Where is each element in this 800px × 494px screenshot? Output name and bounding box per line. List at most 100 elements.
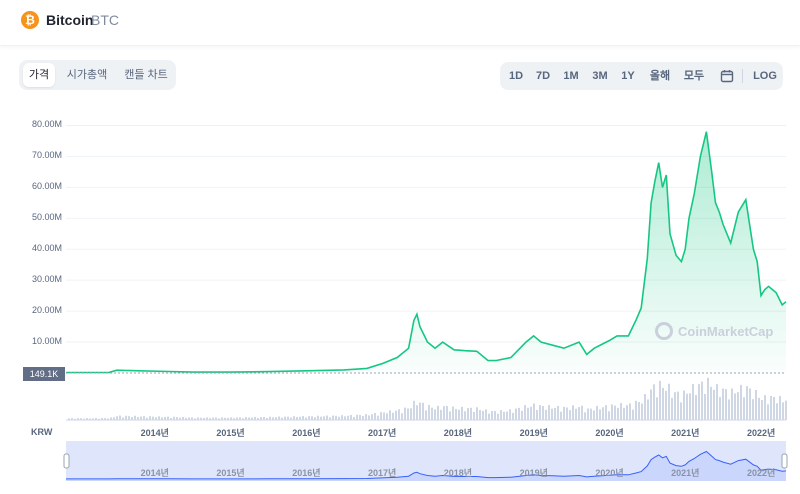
volume-bar xyxy=(440,409,442,420)
volume-bar xyxy=(377,415,379,420)
volume-bar xyxy=(158,416,160,420)
volume-bar xyxy=(419,402,421,420)
volume-bar xyxy=(338,416,340,420)
volume-bar xyxy=(311,416,313,420)
volume-bar xyxy=(344,416,346,420)
volume-bar xyxy=(92,418,94,420)
volume-bar xyxy=(437,405,439,420)
x-tick-label: 2022년 xyxy=(747,427,775,438)
volume-bar xyxy=(80,418,82,420)
volume-bar xyxy=(626,405,628,420)
range-7d-button[interactable]: 7D xyxy=(535,70,551,82)
range-1d-button[interactable]: 1D xyxy=(508,70,524,82)
volume-bar xyxy=(569,410,571,420)
range-3m-button[interactable]: 3M xyxy=(592,70,608,82)
tab-candle-chart[interactable]: 캔들 차트 xyxy=(124,69,168,81)
price-area xyxy=(66,131,786,373)
volume-bar xyxy=(146,417,148,420)
volume-bar xyxy=(620,403,622,420)
volume-bar xyxy=(113,417,115,420)
x-tick-label: 2017년 xyxy=(368,427,396,438)
volume-bar xyxy=(308,416,310,420)
volume-bar xyxy=(212,417,214,420)
volume-bar xyxy=(671,397,673,420)
volume-bar xyxy=(83,418,85,420)
x-tick-label: 2020년 xyxy=(595,427,623,438)
volume-bar xyxy=(239,417,241,420)
volume-bar xyxy=(656,397,658,420)
log-scale-button[interactable]: LOG xyxy=(753,70,777,82)
volume-bar xyxy=(767,404,769,420)
volume-bar xyxy=(512,412,514,420)
volume-bar xyxy=(395,410,397,420)
volume-bar xyxy=(143,416,145,420)
volume-bar xyxy=(299,416,301,420)
volume-bar xyxy=(545,409,547,420)
price-line xyxy=(66,131,787,374)
volume-bar xyxy=(317,415,319,420)
volume-bar xyxy=(524,405,526,420)
volume-bar xyxy=(125,415,127,420)
volume-bar xyxy=(755,389,757,420)
watermark: CoinMarketCap xyxy=(678,324,774,339)
volume-bar xyxy=(533,403,535,420)
volume-bar xyxy=(731,388,733,420)
volume-bar xyxy=(578,407,580,420)
volume-bar xyxy=(242,418,244,420)
volume-bar xyxy=(689,393,691,420)
volume-bar xyxy=(107,418,109,420)
volume-bar xyxy=(644,394,646,420)
volume-bar xyxy=(251,417,253,420)
volume-bar xyxy=(101,418,103,420)
volume-bar xyxy=(488,413,490,420)
volume-bar xyxy=(632,409,634,420)
volume-bar xyxy=(662,387,664,420)
volume-bar xyxy=(740,384,742,420)
navigator-tick-label: 2016년 xyxy=(292,467,320,478)
volume-bar xyxy=(575,408,577,420)
volume-bar xyxy=(467,408,469,420)
volume-bar xyxy=(227,417,229,420)
volume-bar xyxy=(254,416,256,420)
range-1m-button[interactable]: 1M xyxy=(563,70,579,82)
tab-market-cap[interactable]: 시가총액 xyxy=(66,69,108,81)
volume-bar xyxy=(668,383,670,420)
range-ytd-button[interactable]: 올해 xyxy=(649,70,671,82)
volume-bar xyxy=(275,417,277,420)
range-all-button[interactable]: 모두 xyxy=(683,70,705,82)
volume-bar xyxy=(203,417,205,420)
volume-bar xyxy=(464,411,466,420)
volume-bar xyxy=(236,417,238,420)
range-1y-button[interactable]: 1Y xyxy=(621,70,635,82)
volume-bar xyxy=(128,416,130,420)
y-tick-label: 40.00M xyxy=(31,243,62,254)
volume-bar xyxy=(782,402,784,420)
volume-bar xyxy=(98,418,100,420)
volume-bar xyxy=(659,380,661,420)
volume-bar xyxy=(734,393,736,420)
volume-bar xyxy=(746,386,748,420)
navigator-left-handle[interactable] xyxy=(63,453,70,469)
volume-bar xyxy=(776,403,778,420)
volume-bar xyxy=(485,409,487,420)
currency-label: KRW xyxy=(31,427,53,437)
volume-bar xyxy=(497,413,499,420)
navigator-right-handle[interactable] xyxy=(781,453,788,469)
volume-bar xyxy=(380,412,382,420)
volume-bar xyxy=(779,396,781,420)
volume-bar xyxy=(686,393,688,420)
volume-bar xyxy=(680,402,682,420)
volume-bar xyxy=(593,410,595,420)
calendar-icon[interactable] xyxy=(716,62,738,90)
volume-bar xyxy=(95,418,97,420)
volume-bar xyxy=(209,418,211,420)
tab-price[interactable]: 가격 xyxy=(23,63,55,87)
navigator-window[interactable] xyxy=(66,441,786,481)
volume-bar xyxy=(119,415,121,420)
volume-bar xyxy=(89,418,91,420)
volume-bar xyxy=(305,417,307,420)
volume-bar xyxy=(335,415,337,420)
volume-bar xyxy=(116,416,118,420)
volume-bar xyxy=(425,410,427,420)
